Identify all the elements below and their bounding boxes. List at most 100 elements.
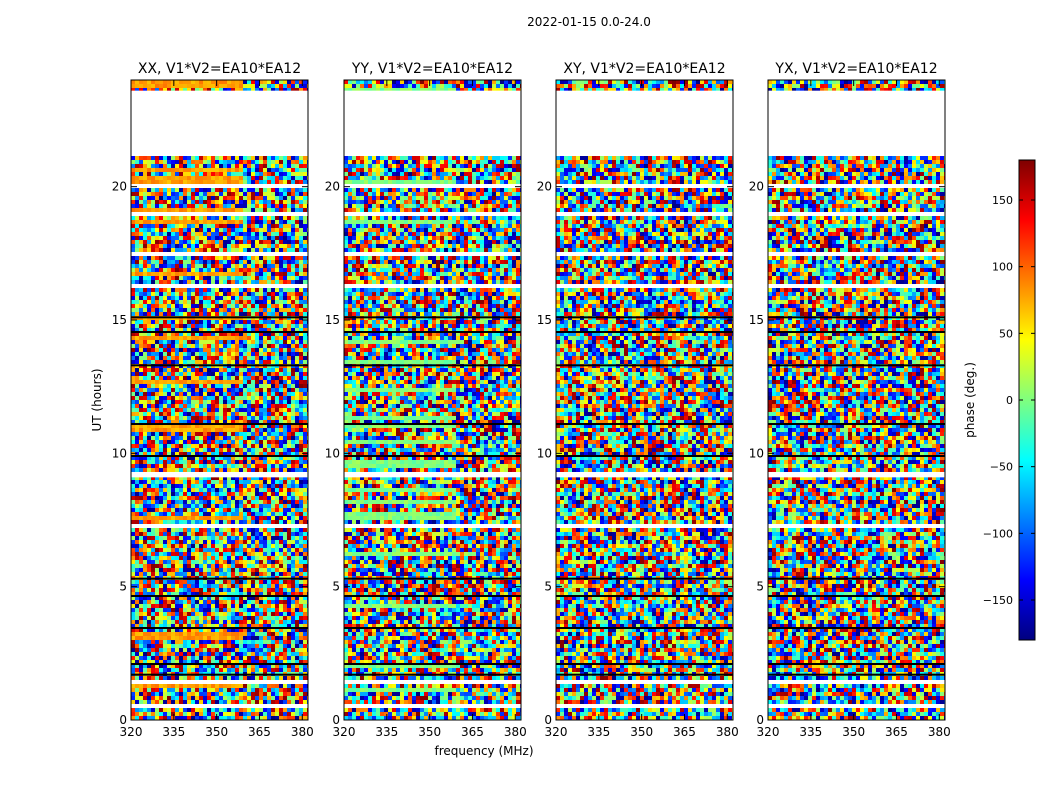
heatmap-cell — [303, 504, 307, 508]
heatmap-cell — [267, 200, 271, 204]
heatmap-cell — [195, 388, 199, 392]
heatmap-cell — [219, 268, 223, 272]
heatmap-cell — [195, 180, 199, 184]
heatmap-cell — [279, 196, 283, 200]
heatmap-cell — [235, 484, 239, 488]
heatmap-cell — [211, 240, 215, 244]
heatmap-cell — [151, 204, 155, 208]
heatmap-cell — [231, 80, 235, 84]
heatmap-cell — [215, 608, 219, 612]
heatmap-cell — [175, 416, 179, 420]
heatmap-cell — [207, 328, 211, 332]
heatmap-cell — [135, 420, 139, 424]
heatmap-cell — [251, 476, 255, 480]
heatmap-cell — [215, 552, 219, 556]
heatmap-cell — [219, 372, 223, 376]
heatmap-cell — [263, 268, 267, 272]
heatmap-cell — [135, 88, 139, 92]
heatmap-cell — [275, 428, 279, 432]
heatmap-cell — [267, 288, 271, 292]
heatmap-cell — [211, 164, 215, 168]
heatmap-cell — [279, 296, 283, 300]
heatmap-cell — [151, 384, 155, 388]
heatmap-cell — [219, 404, 223, 408]
heatmap-cell — [271, 360, 275, 364]
heatmap-cell — [131, 204, 135, 208]
heatmap-cell — [211, 604, 215, 608]
heatmap-cell — [251, 424, 255, 428]
heatmap-cell — [191, 512, 195, 516]
heatmap-cell — [271, 552, 275, 556]
heatmap-cell — [295, 564, 299, 568]
heatmap-cell — [227, 508, 231, 512]
heatmap-cell — [287, 348, 291, 352]
heatmap-cell — [211, 336, 215, 340]
heatmap-cell — [279, 428, 283, 432]
heatmap-cell — [155, 468, 159, 472]
heatmap-cell — [235, 88, 239, 92]
heatmap-cell — [151, 248, 155, 252]
heatmap-cell — [155, 600, 159, 604]
heatmap-cell — [155, 476, 159, 480]
heatmap-cell — [163, 404, 167, 408]
heatmap-cell — [179, 496, 183, 500]
heatmap-cell — [235, 348, 239, 352]
heatmap-cell — [195, 336, 199, 340]
heatmap-cell — [255, 456, 259, 460]
heatmap-cell — [195, 500, 199, 504]
heatmap-cell — [167, 500, 171, 504]
heatmap-cell — [187, 552, 191, 556]
heatmap-cell — [139, 196, 143, 200]
heatmap-cell — [231, 200, 235, 204]
heatmap-cell — [171, 268, 175, 272]
heatmap-cell — [295, 192, 299, 196]
heatmap-cell — [283, 488, 287, 492]
heatmap-cell — [267, 604, 271, 608]
heatmap-cell — [159, 324, 163, 328]
heatmap-cell — [247, 220, 251, 224]
heatmap-cell — [231, 584, 235, 588]
heatmap-cell — [207, 492, 211, 496]
heatmap-cell — [303, 468, 307, 472]
heatmap-cell — [231, 376, 235, 380]
heatmap-cell — [271, 292, 275, 296]
heatmap-cell — [227, 224, 231, 228]
heatmap-cell — [231, 300, 235, 304]
heatmap-cell — [135, 396, 139, 400]
heatmap-cell — [299, 228, 303, 232]
heatmap-cell — [179, 408, 183, 412]
heatmap-cell — [255, 592, 259, 596]
heatmap-cell — [207, 348, 211, 352]
heatmap-cell — [199, 464, 203, 468]
heatmap-cell — [163, 228, 167, 232]
heatmap-cell — [255, 304, 259, 308]
heatmap-cell — [187, 480, 191, 484]
heatmap-cell — [223, 376, 227, 380]
heatmap-cell — [287, 532, 291, 536]
heatmap-cell — [219, 608, 223, 612]
heatmap-cell — [187, 380, 191, 384]
heatmap-cell — [155, 224, 159, 228]
heatmap-cell — [259, 300, 263, 304]
heatmap-cell — [183, 200, 187, 204]
heatmap-cell — [247, 172, 251, 176]
heatmap-cell — [247, 428, 251, 432]
heatmap-cell — [263, 400, 267, 404]
heatmap-cell — [287, 412, 291, 416]
heatmap-cell — [179, 600, 183, 604]
heatmap-cell — [287, 216, 291, 220]
heatmap-cell — [191, 288, 195, 292]
heatmap-cell — [259, 80, 263, 84]
heatmap-cell — [211, 520, 215, 524]
heatmap-cell — [159, 376, 163, 380]
heatmap-cell — [291, 376, 295, 380]
heatmap-cell — [175, 248, 179, 252]
heatmap-cell — [155, 512, 159, 516]
heatmap-cell — [179, 348, 183, 352]
heatmap-cell — [255, 204, 259, 208]
heatmap-cell — [235, 520, 239, 524]
heatmap-cell — [231, 432, 235, 436]
heatmap-cell — [287, 508, 291, 512]
heatmap-cell — [151, 368, 155, 372]
heatmap-cell — [239, 400, 243, 404]
